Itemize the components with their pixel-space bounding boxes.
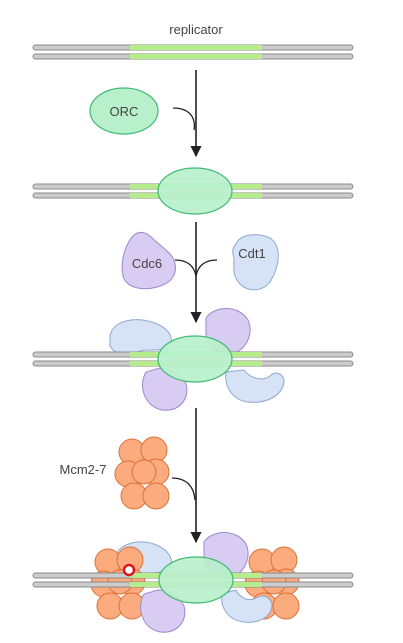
- replicator-label: replicator: [169, 22, 223, 37]
- mcm-label: Mcm2-7: [60, 462, 107, 477]
- mcm2-7-complex: [114, 436, 170, 510]
- stage-1-dna: [32, 44, 354, 60]
- stage-2-dna: [32, 167, 354, 215]
- mcm-entry-curve: [171, 477, 196, 501]
- cdt1-protein: Cdt1: [232, 234, 279, 291]
- cdt1-label: Cdt1: [238, 246, 265, 261]
- stage-3-complex: [32, 308, 354, 411]
- orc-label: ORC: [110, 104, 139, 119]
- cdc6-cdt1-entry-curves: [174, 259, 218, 277]
- origin-marker-icon: [122, 563, 136, 577]
- stage-4-prerc: [32, 532, 354, 633]
- orc-complex: ORC: [89, 87, 159, 135]
- cdc6-label: Cdc6: [132, 256, 162, 271]
- cdc6-protein: Cdc6: [121, 231, 176, 290]
- orc-entry-curve: [172, 107, 196, 131]
